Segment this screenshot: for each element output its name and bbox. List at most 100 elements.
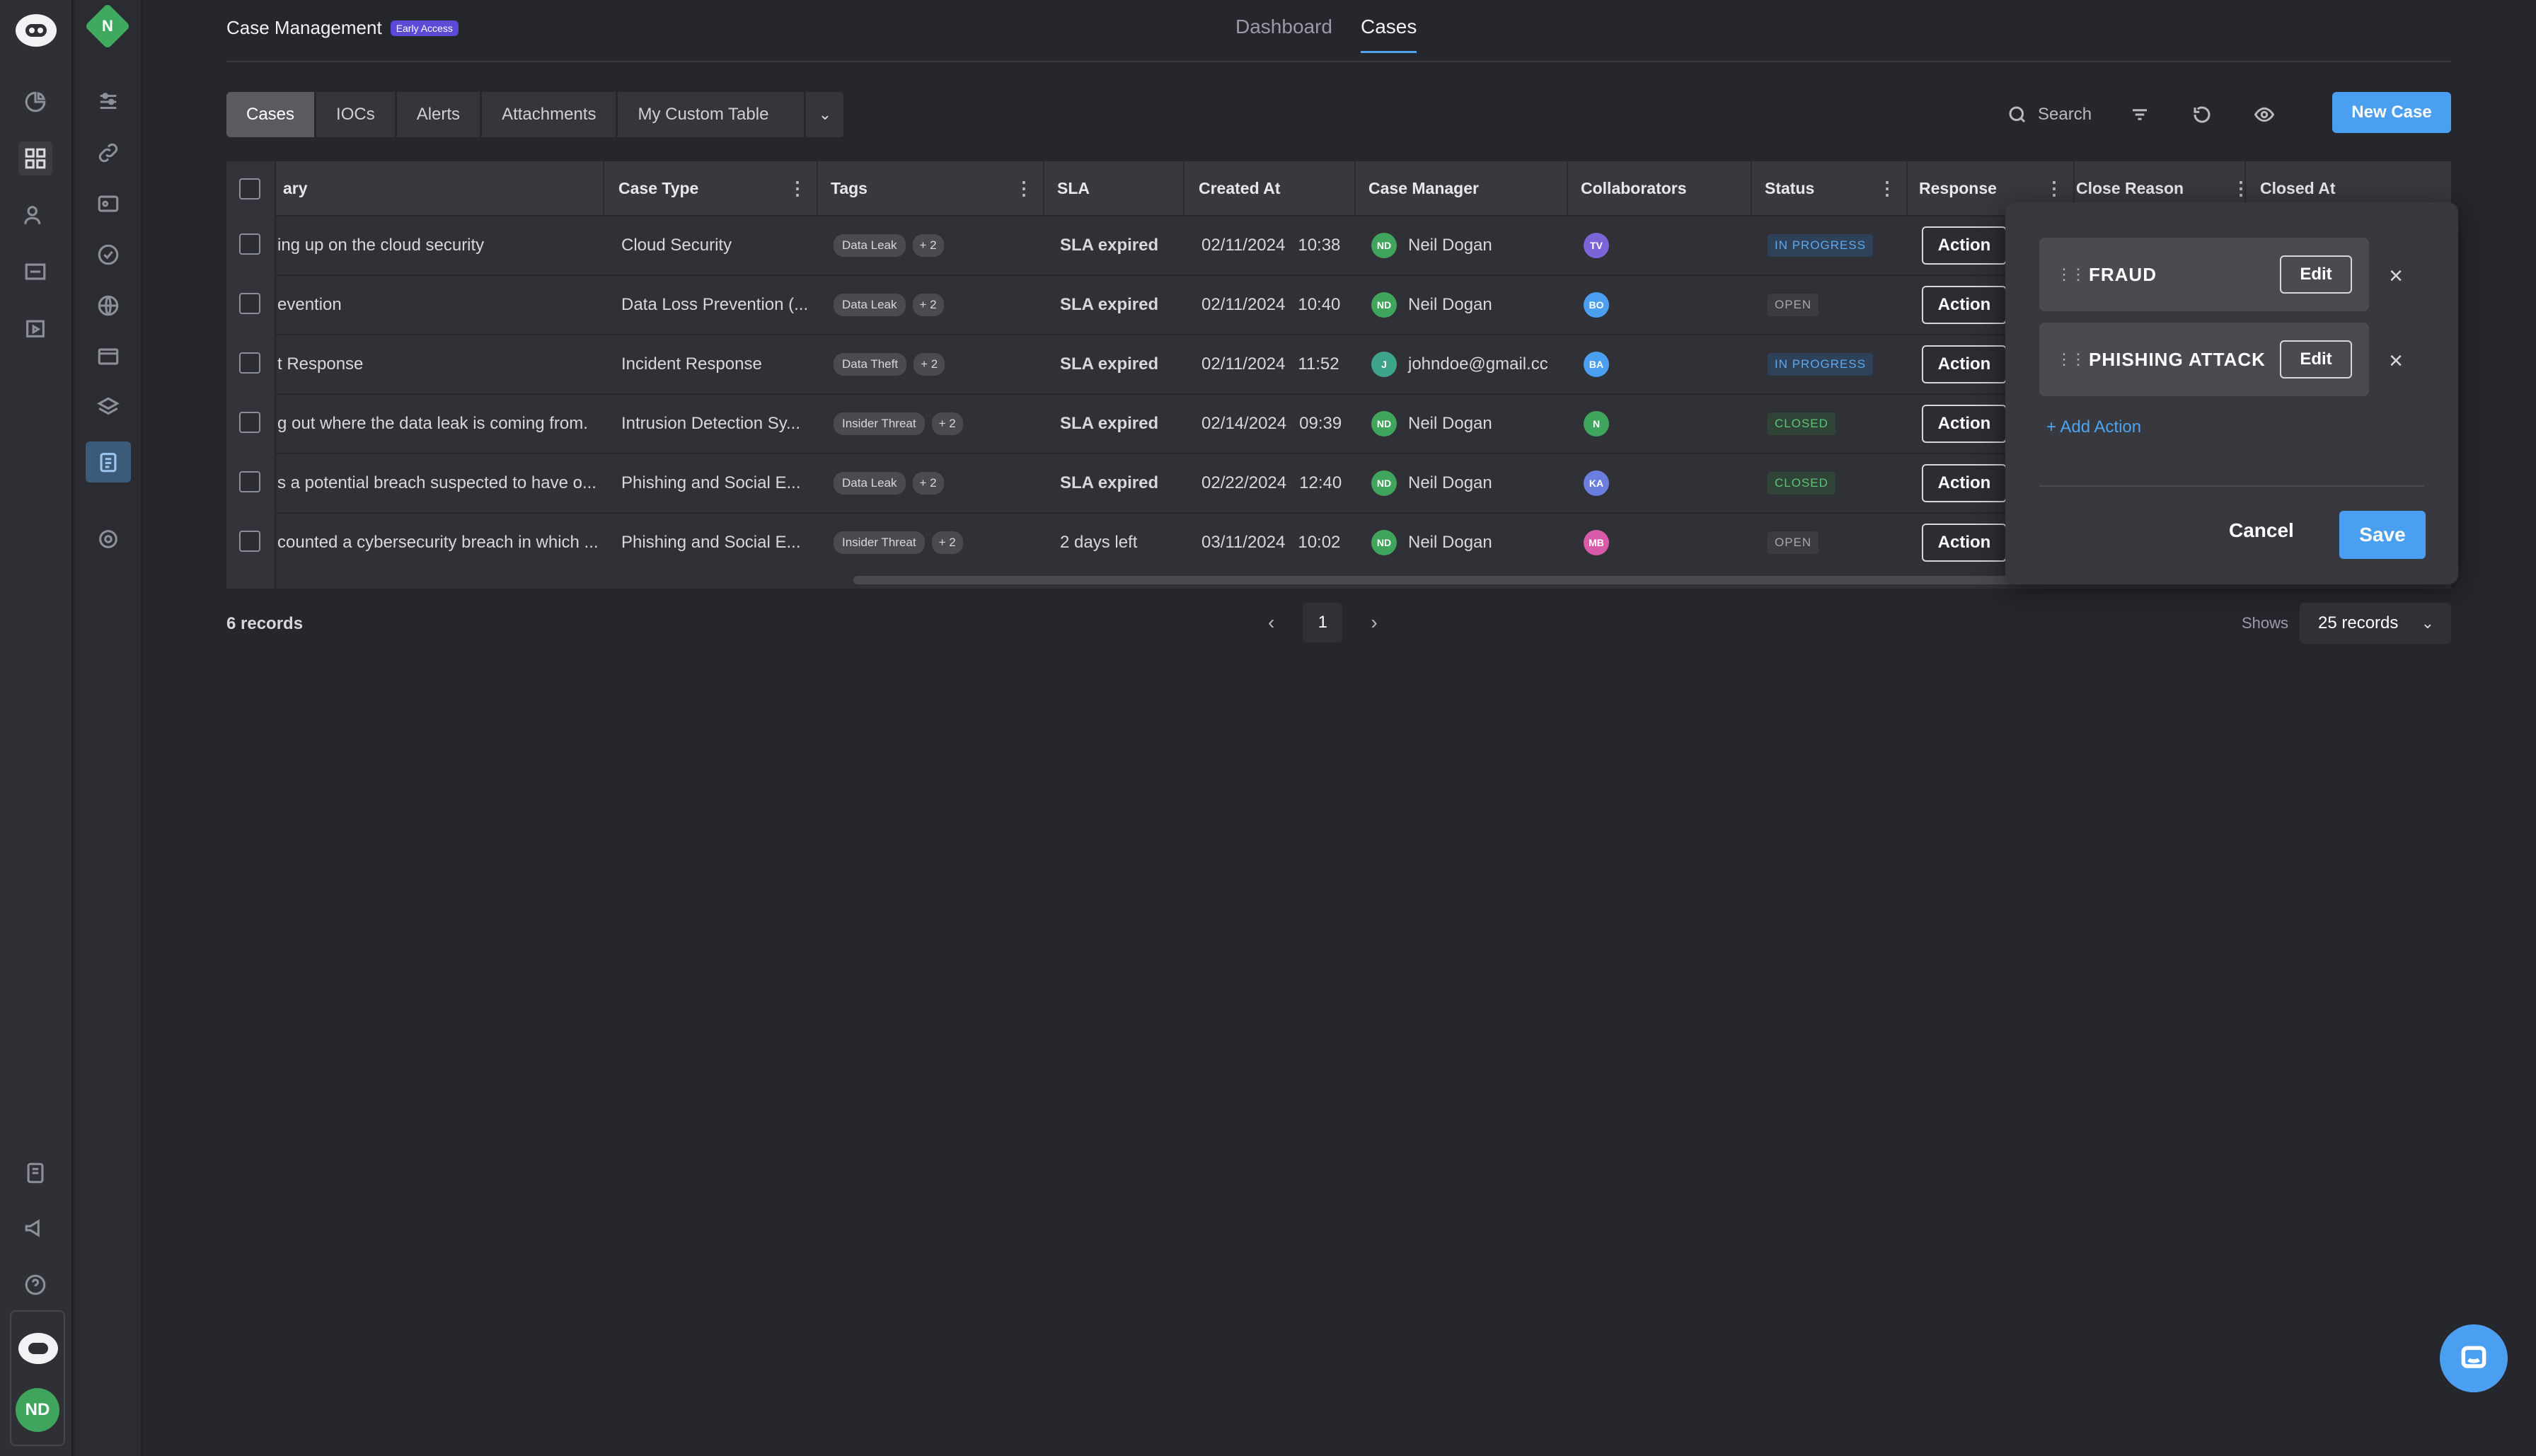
table-row[interactable]: g out where the data leak is coming from… (226, 393, 2451, 453)
col-sla[interactable]: SLA (1057, 178, 1090, 197)
subtab-cases[interactable]: Cases (226, 92, 317, 137)
row-checkbox[interactable] (239, 471, 260, 492)
users-icon[interactable] (18, 198, 52, 232)
action-button[interactable]: Action (1922, 464, 2007, 502)
globe-icon[interactable] (91, 289, 125, 323)
eye-icon[interactable] (2250, 100, 2278, 129)
tag-chip[interactable]: Insider Threat (834, 412, 925, 435)
badge-check-icon[interactable] (91, 238, 125, 272)
row-checkbox[interactable] (239, 293, 260, 314)
page-number[interactable]: 1 (1303, 603, 1343, 642)
select-all-checkbox[interactable] (239, 178, 260, 200)
subtab-alerts[interactable]: Alerts (396, 92, 483, 137)
id-card-icon[interactable] (91, 187, 125, 221)
dashboard-grid-icon[interactable] (18, 141, 52, 175)
sliders-icon[interactable] (91, 85, 125, 119)
row-checkbox[interactable] (239, 233, 260, 255)
more-tags-chip[interactable]: + 2 (912, 234, 944, 257)
subtab-attachments[interactable]: Attachments (482, 92, 618, 137)
row-checkbox[interactable] (239, 412, 260, 433)
tag-chip[interactable]: Data Leak (834, 472, 906, 495)
col-response[interactable]: Response ⋮ (1919, 177, 2063, 199)
cases-clipboard-icon[interactable] (86, 441, 131, 483)
database-icon[interactable] (18, 1156, 52, 1190)
more-tags-chip[interactable]: + 2 (931, 531, 963, 554)
user-avatar[interactable]: ND (16, 1388, 59, 1432)
table-row[interactable]: ing up on the cloud security Cloud Securi… (226, 215, 2451, 275)
new-case-button[interactable]: New Case (2332, 92, 2451, 133)
avatar[interactable]: BA (1584, 352, 1609, 377)
tab-cases[interactable]: Cases (1360, 16, 1417, 53)
column-menu-icon[interactable]: ⋮ (788, 177, 807, 199)
app-logo-icon[interactable] (16, 14, 57, 47)
col-tags[interactable]: Tags ⋮ (831, 177, 1033, 199)
chat-support-button[interactable] (2440, 1324, 2508, 1392)
drag-handle-icon[interactable]: ⋮⋮ (2056, 350, 2086, 368)
action-button[interactable]: Action (1922, 405, 2007, 443)
col-close-reason[interactable]: Close Reason ⋮ (2076, 177, 2250, 199)
per-page-select[interactable]: 25 records ⌄ (2300, 603, 2451, 644)
col-created-at[interactable]: Created At (1199, 178, 1281, 197)
filter-icon[interactable] (2126, 100, 2154, 129)
workspace-badge[interactable]: N (84, 3, 131, 50)
horizontal-scrollbar[interactable] (853, 576, 2198, 584)
layers-icon[interactable] (91, 391, 125, 424)
action-button[interactable]: Action (1922, 345, 2007, 383)
avatar[interactable]: MB (1584, 530, 1609, 555)
action-button[interactable]: Action (1922, 524, 2007, 562)
reports-icon[interactable] (18, 255, 52, 289)
action-item-phishing-attack[interactable]: ⋮⋮ PHISHING ATTACK Edit (2039, 323, 2369, 396)
more-tags-chip[interactable]: + 2 (912, 294, 944, 316)
subtabs-dropdown-button[interactable]: ⌄ (806, 92, 846, 137)
link-icon[interactable] (91, 136, 125, 170)
tag-chip[interactable]: Data Theft (834, 353, 907, 376)
close-icon[interactable]: × (2389, 262, 2403, 289)
col-collaborators[interactable]: Collaborators (1581, 178, 1687, 197)
col-summary[interactable]: ary (283, 178, 308, 197)
avatar[interactable]: BO (1584, 292, 1609, 318)
action-item-fraud[interactable]: ⋮⋮ FRAUD Edit (2039, 238, 2369, 311)
tag-chip[interactable]: Data Leak (834, 234, 906, 257)
col-case-type[interactable]: Case Type ⋮ (618, 177, 807, 199)
edit-button[interactable]: Edit (2280, 340, 2352, 379)
settings-icon[interactable] (91, 522, 125, 556)
edit-button[interactable]: Edit (2280, 255, 2352, 294)
table-row[interactable]: evention Data Loss Prevention (... Data Le… (226, 275, 2451, 334)
col-closed-at[interactable]: Closed At (2260, 178, 2336, 197)
chart-pie-icon[interactable] (18, 85, 52, 119)
avatar[interactable]: KA (1584, 470, 1609, 496)
add-action-link[interactable]: + Add Action (2046, 417, 2142, 437)
save-button[interactable]: Save (2339, 511, 2426, 559)
table-row[interactable]: s a potential breach suspected to have o… (226, 453, 2451, 512)
tag-chip[interactable]: Data Leak (834, 294, 906, 316)
column-menu-icon[interactable]: ⋮ (1015, 177, 1033, 199)
col-status[interactable]: Status ⋮ (1765, 177, 1896, 199)
chevron-left-icon[interactable]: ‹ (1268, 611, 1275, 633)
megaphone-icon[interactable] (18, 1211, 52, 1245)
drag-handle-icon[interactable]: ⋮⋮ (2056, 265, 2086, 283)
tag-chip[interactable]: Insider Threat (834, 531, 925, 554)
browser-window-icon[interactable] (91, 340, 125, 374)
avatar[interactable]: N (1584, 411, 1609, 437)
table-row[interactable]: t Response Incident Response Data Theft + 2… (226, 334, 2451, 393)
row-checkbox[interactable] (239, 352, 260, 374)
tab-dashboard[interactable]: Dashboard (1235, 16, 1332, 37)
action-button[interactable]: Action (1922, 286, 2007, 324)
more-tags-chip[interactable]: + 2 (931, 412, 963, 435)
refresh-icon[interactable] (2188, 100, 2216, 129)
more-tags-chip[interactable]: + 2 (912, 472, 944, 495)
search-button[interactable]: Search (2007, 104, 2092, 125)
close-icon[interactable]: × (2389, 347, 2403, 374)
cancel-button[interactable]: Cancel (2229, 519, 2294, 541)
avatar[interactable]: TV (1584, 233, 1609, 258)
col-case-manager[interactable]: Case Manager (1368, 178, 1479, 197)
column-menu-icon[interactable]: ⋮ (1878, 177, 1896, 199)
table-row[interactable]: counted a cybersecurity breach in which … (226, 512, 2451, 572)
action-button[interactable]: Action (1922, 226, 2007, 265)
column-menu-icon[interactable]: ⋮ (2045, 177, 2063, 199)
more-tags-chip[interactable]: + 2 (913, 353, 945, 376)
help-icon[interactable] (18, 1268, 52, 1302)
assistant-icon[interactable] (18, 1333, 58, 1364)
subtab-iocs[interactable]: IOCs (316, 92, 397, 137)
subtab-my-custom-table[interactable]: My Custom Table (618, 92, 807, 137)
